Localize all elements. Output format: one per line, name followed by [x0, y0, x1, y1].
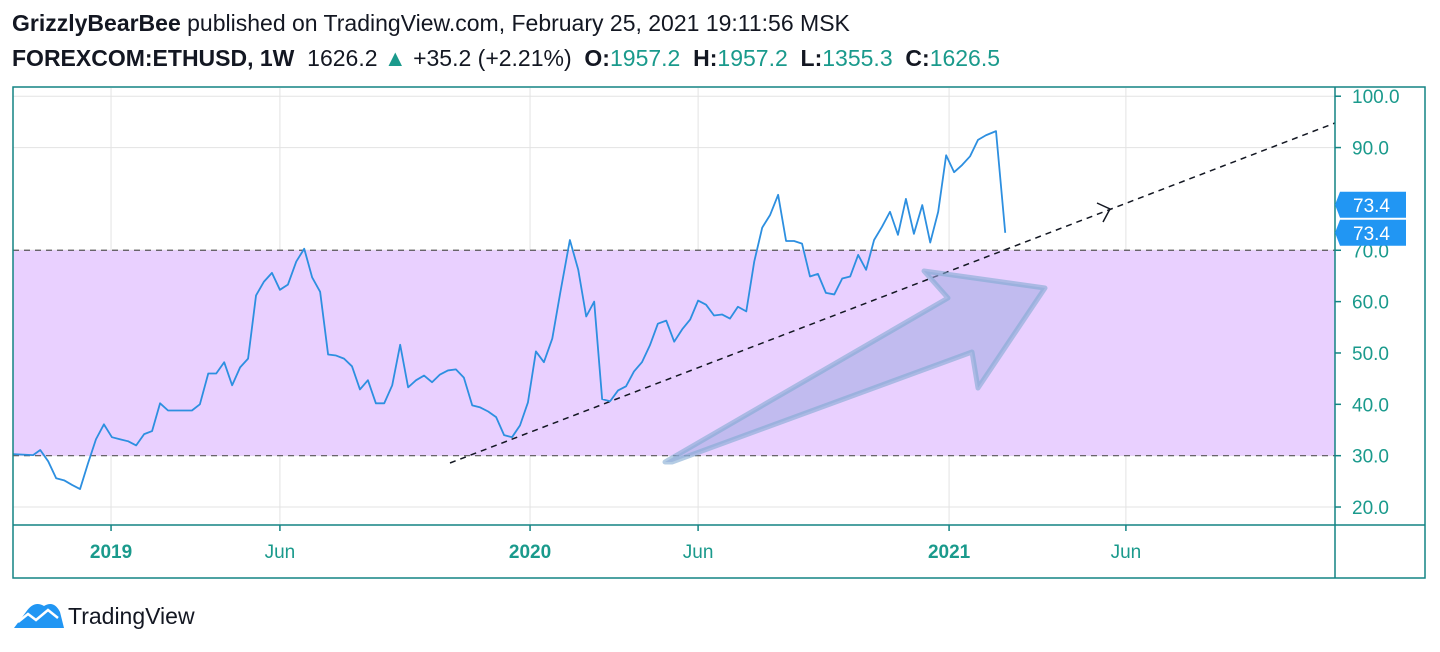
- y-tick-label: 100.0: [1352, 87, 1400, 108]
- logo: TradingView: [14, 603, 195, 629]
- published: published on TradingView.com, February 2…: [187, 10, 850, 36]
- h-label: H:: [693, 45, 718, 71]
- range-band: [13, 250, 1335, 456]
- price-label: 73.4: [1353, 224, 1390, 245]
- low: 1355.3: [822, 45, 893, 71]
- x-tick-label: 2021: [928, 542, 971, 563]
- y-tick-label: 50.0: [1352, 344, 1389, 365]
- header: GrizzlyBearBee published on TradingView.…: [12, 6, 1000, 76]
- up-arrow: ▲: [383, 45, 407, 71]
- y-tick-label: 40.0: [1352, 395, 1389, 416]
- price-label: 73.4: [1353, 196, 1390, 217]
- change: +35.2 (+2.21%): [413, 45, 572, 71]
- x-tick-label: Jun: [265, 542, 296, 563]
- trend-line: [449, 122, 1335, 464]
- l-label: L:: [800, 45, 823, 71]
- y-tick-label: 20.0: [1352, 498, 1389, 519]
- high: 1957.2: [717, 45, 788, 71]
- price-label-box: [1335, 219, 1406, 246]
- line-layer: [13, 130, 1007, 490]
- open: 1957.2: [609, 45, 681, 71]
- x-tick-label: 2020: [509, 542, 551, 563]
- trend-arrowhead: [1096, 202, 1112, 223]
- y-tick-label: 70.0: [1352, 241, 1389, 262]
- x-tick-label: Jun: [683, 542, 714, 563]
- symbol: FOREXCOM:ETHUSD, 1W: [12, 45, 295, 71]
- x-tick-label: 2019: [90, 542, 132, 563]
- close: 1626.5: [929, 45, 1001, 71]
- band-layer: [13, 249, 1335, 457]
- drawings: [449, 122, 1335, 465]
- brand: TradingView: [68, 603, 195, 629]
- axes: 20.0 30.0 40.0 50.0 60.0 70.0 90.0 100.0 2019 Jun…: [90, 87, 1406, 563]
- o-label: O:: [584, 45, 610, 71]
- c-label: C:: [905, 45, 930, 71]
- publish-line: GrizzlyBearBee published on TradingView.…: [12, 6, 1000, 41]
- logo-line: [17, 608, 59, 623]
- y-tick-label: 30.0: [1352, 447, 1389, 468]
- chart-frame: [12, 86, 1426, 579]
- quote-line: FOREXCOM:ETHUSD, 1W 1626.2 ▲ +35.2 (+2.2…: [12, 41, 1000, 76]
- author: GrizzlyBearBee: [12, 10, 181, 36]
- price-label-box: [1335, 191, 1406, 218]
- last: 1626.2: [307, 45, 378, 71]
- arrow-drawing: [662, 268, 1048, 465]
- x-tick-label: Jun: [1111, 542, 1142, 563]
- y-tick-label: 60.0: [1352, 293, 1389, 314]
- price-line: [13, 130, 1007, 490]
- y-tick-label: 90.0: [1352, 139, 1389, 160]
